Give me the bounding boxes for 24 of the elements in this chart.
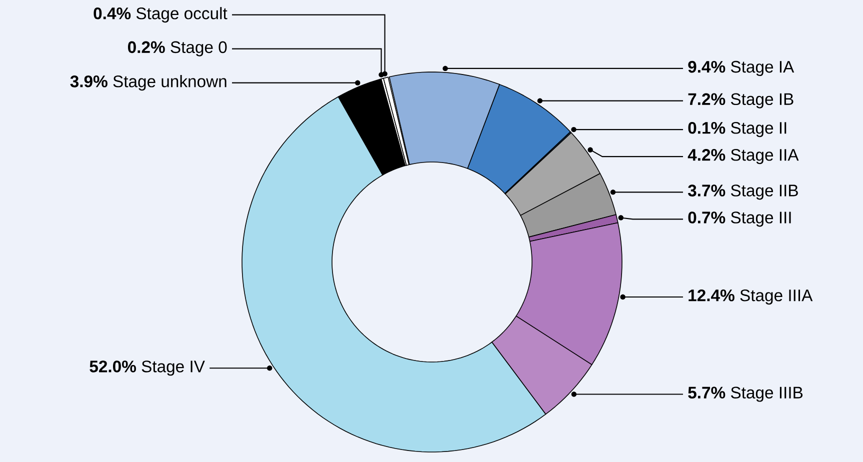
slice-label: Stage II (730, 122, 786, 138)
data-label: 7.2% (688, 93, 726, 106)
data-label: 5.7% (688, 386, 726, 399)
slice-label: Stage 0 (170, 41, 227, 56)
slice-label: Stage IA (730, 60, 794, 76)
slice-label: Stage IIIB (730, 386, 803, 402)
slice-label: Stage IB (730, 93, 794, 108)
data-label: 0.4% (94, 8, 131, 20)
slice-label: Stage IV (142, 360, 205, 376)
data-label: 0.1% (688, 122, 726, 134)
slice-label: Stage IIA (730, 149, 799, 164)
data-label: 4.2% (688, 149, 726, 161)
data-label: 12.4% (688, 289, 734, 302)
slice-label: Stage IIB (730, 184, 798, 200)
slice-label: Stage III (730, 212, 791, 227)
data-label: 0.2% (128, 41, 165, 54)
data-label: 9.4% (688, 60, 726, 73)
data-label: 0.7% (688, 212, 726, 224)
slice-label: Stage occult (136, 7, 228, 23)
slice-label: Stage unknown (113, 75, 226, 91)
data-label: 3.9% (70, 76, 108, 88)
data-label: 3.7% (688, 184, 726, 196)
slice-label: Stage IIIA (740, 289, 813, 305)
data-label: 52.0% (90, 360, 136, 372)
